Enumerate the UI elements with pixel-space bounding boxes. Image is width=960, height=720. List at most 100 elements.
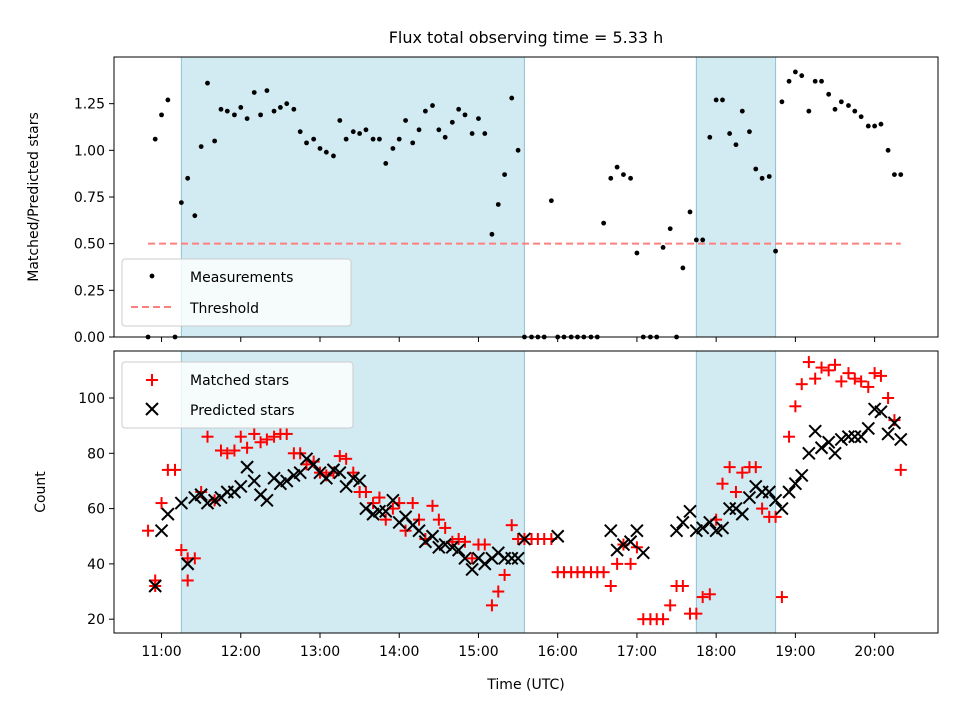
- matched-star-point: [359, 486, 372, 498]
- measurement-point: [509, 95, 515, 101]
- measurement-point: [357, 131, 363, 136]
- x-stroke: [630, 523, 644, 538]
- x-tick-label: 14:00: [379, 644, 419, 660]
- matched-star-point: [367, 497, 380, 510]
- matched-star-point: [181, 574, 194, 587]
- measurement-point: [291, 106, 297, 112]
- matched-star-point: [478, 538, 491, 551]
- matched-star-point: [716, 477, 729, 490]
- matched-star-point: [664, 599, 677, 612]
- x-tick-label: 15:00: [458, 644, 498, 660]
- measurement-point: [826, 91, 832, 97]
- legend-x-marker: [145, 402, 159, 416]
- bottom-plot-frame: [113, 350, 939, 634]
- measurement-point: [495, 202, 501, 207]
- matched-star-point: [611, 557, 624, 570]
- predicted-star-point: [386, 493, 400, 508]
- top-x-axis-ticks: [161, 337, 876, 342]
- x-tick-label: 19:00: [775, 644, 815, 660]
- matched-star-point: [406, 497, 419, 510]
- y-tick-label: 80: [87, 446, 105, 462]
- measurement-point: [766, 174, 772, 179]
- y-tick-label: 60: [87, 502, 105, 518]
- measurement-point: [489, 231, 495, 237]
- predicted-star-point: [306, 457, 321, 472]
- y-tick-label: 0.25: [74, 283, 105, 299]
- x-stroke: [676, 515, 690, 530]
- predicted-star-point: [788, 476, 803, 491]
- x-stroke: [386, 493, 400, 508]
- x-stroke: [735, 507, 750, 521]
- y-tick-label: 0.50: [74, 237, 105, 253]
- matched-star-point: [254, 436, 267, 449]
- predicted-star-point: [293, 465, 307, 480]
- predicted-star-point: [478, 557, 492, 571]
- x-stroke: [814, 441, 829, 455]
- bottom-y-axis-ticks: 20 40 60 80 100: [78, 391, 114, 628]
- matched-star-point: [775, 591, 788, 604]
- matched-star-point: [723, 461, 736, 474]
- x-stroke: [788, 476, 803, 491]
- x-stroke: [517, 532, 532, 546]
- predicted-star-point: [630, 523, 644, 538]
- matched-star-point: [234, 430, 247, 443]
- measurement-point: [779, 99, 785, 105]
- x-stroke: [768, 493, 783, 508]
- predicted-star-point: [425, 529, 440, 543]
- legend-measurements-label: Measurements: [190, 270, 293, 286]
- predicted-star-point: [683, 504, 697, 519]
- x-stroke: [715, 521, 730, 535]
- measurement-point: [416, 127, 422, 133]
- matched-star-point: [888, 414, 901, 427]
- measurement-point: [469, 131, 475, 136]
- x-stroke: [669, 523, 684, 538]
- predicted-star-point: [412, 523, 426, 538]
- x-stroke: [828, 446, 842, 461]
- x-stroke: [616, 537, 631, 552]
- x-tick-label: 20:00: [854, 644, 894, 660]
- chart-title: Flux total observing time = 5.33 h: [389, 28, 664, 47]
- top-panel: Flux total observing time = 5.33 h 0.000…: [26, 28, 939, 346]
- matched-star-point: [862, 380, 875, 393]
- matched-star-point: [340, 452, 353, 465]
- x-stroke: [802, 446, 816, 461]
- measurement-point: [277, 105, 283, 110]
- predicted-star-point: [247, 474, 261, 488]
- predicted-star-point: [722, 501, 737, 516]
- top-y-axis-label: Matched/Predicted stars: [26, 112, 42, 282]
- matched-star-point: [756, 502, 769, 515]
- matched-star-point: [260, 433, 273, 446]
- x-stroke: [742, 490, 757, 505]
- measurement-point: [317, 146, 323, 151]
- measurement-point: [337, 118, 343, 123]
- matched-star-point: [221, 447, 234, 460]
- measurement-point: [264, 88, 270, 93]
- measurement-point: [185, 175, 191, 181]
- measurement-point: [476, 116, 481, 121]
- matched-star-point: [498, 568, 511, 581]
- x-stroke: [623, 535, 638, 549]
- measurement-point: [819, 78, 824, 84]
- measurement-point: [786, 78, 792, 84]
- shaded-interval: [696, 57, 776, 337]
- matched-star-point: [439, 521, 452, 534]
- matched-star-point: [696, 591, 709, 604]
- measurement-point: [852, 108, 858, 114]
- predicted-star-point: [372, 504, 387, 519]
- matched-star-point: [300, 458, 313, 471]
- measurement-point: [390, 146, 396, 151]
- matched-star-point: [485, 599, 498, 612]
- x-stroke: [465, 562, 479, 577]
- measurement-point: [251, 90, 257, 95]
- x-stroke: [867, 402, 882, 416]
- legend-matched-label: Matched stars: [190, 373, 289, 389]
- x-stroke: [280, 474, 294, 488]
- measurement-point: [753, 166, 759, 172]
- x-stroke: [683, 504, 697, 519]
- matched-star-point: [399, 524, 412, 537]
- predicted-star-point: [161, 507, 175, 521]
- matched-star-point: [829, 358, 841, 371]
- x-stroke: [821, 435, 836, 449]
- measurement-point: [832, 106, 838, 112]
- measurement-point: [331, 153, 336, 159]
